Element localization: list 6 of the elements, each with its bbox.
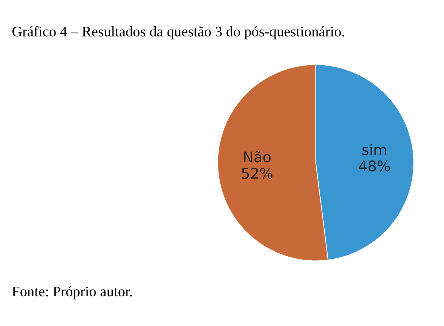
data-label: 48% bbox=[359, 160, 390, 172]
source-note: Fonte: Próprio autor. bbox=[12, 286, 132, 300]
slice-label: Não bbox=[244, 151, 271, 163]
slice-label: sim bbox=[362, 144, 386, 156]
chart-title: Gráfico 4 – Resultados da questão 3 do pós-questionário. bbox=[12, 26, 344, 40]
data-label: 52% bbox=[242, 168, 273, 180]
